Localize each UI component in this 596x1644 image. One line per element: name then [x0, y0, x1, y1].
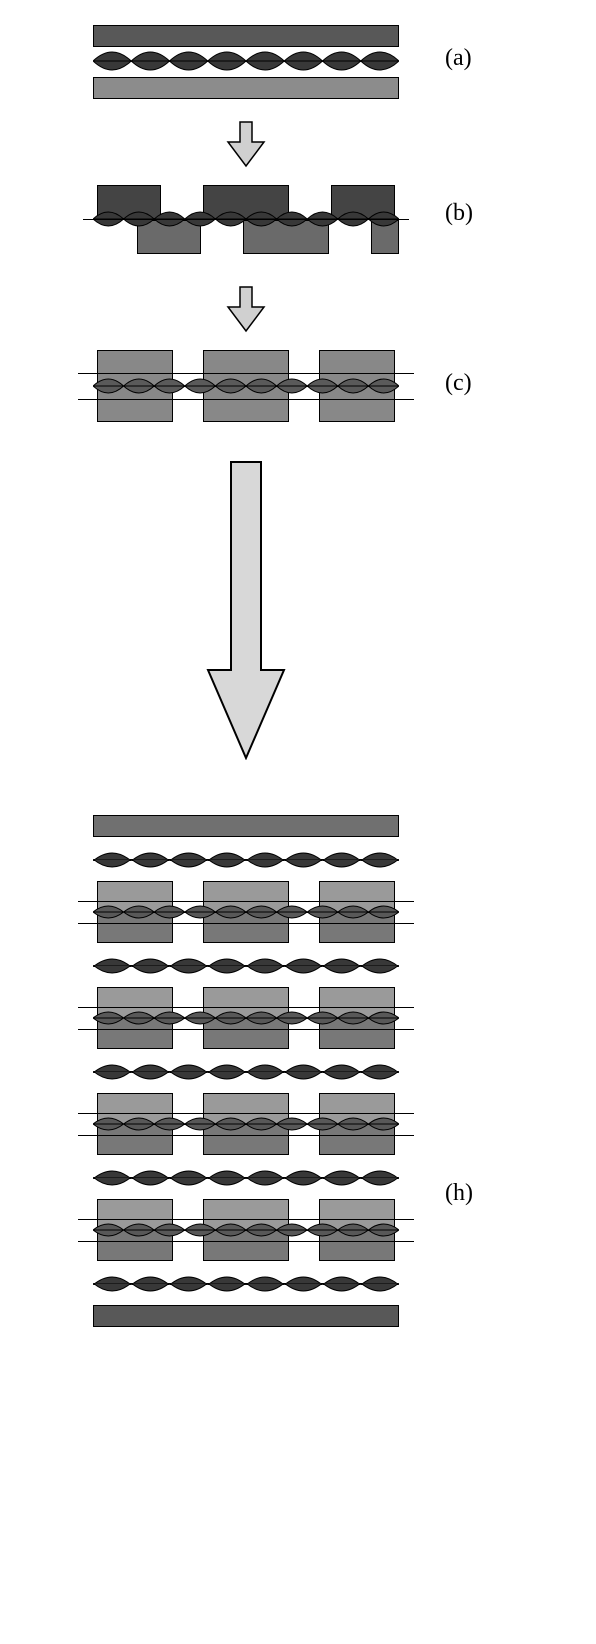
label: (b): [445, 200, 473, 227]
wave-row: [93, 1177, 399, 1197]
panel-a: [93, 25, 399, 111]
wave-row: [93, 1113, 399, 1135]
panel-c: [78, 350, 414, 422]
arrow-down-icon: [226, 120, 266, 170]
bottom-bar: [93, 77, 399, 99]
label: (c): [445, 370, 472, 397]
panel-b: [83, 185, 409, 255]
wave-row: [93, 1071, 399, 1091]
wave-row: [93, 1007, 399, 1029]
label: (h): [445, 1180, 473, 1207]
top-bar: [93, 25, 399, 47]
label: (a): [445, 45, 472, 72]
wave-row: [93, 965, 399, 985]
wave-row: [93, 859, 399, 879]
arrow-down-large-icon: [206, 460, 286, 760]
wave-row: [93, 1219, 399, 1241]
bottom-bar: [93, 1305, 399, 1327]
wave-row: [93, 373, 399, 399]
wave-row: [93, 49, 399, 73]
wave-row: [93, 1283, 399, 1303]
wave-row: [93, 901, 399, 923]
top-bar: [93, 815, 399, 837]
arrow-down-icon: [226, 285, 266, 335]
panel-h: [78, 815, 414, 1327]
